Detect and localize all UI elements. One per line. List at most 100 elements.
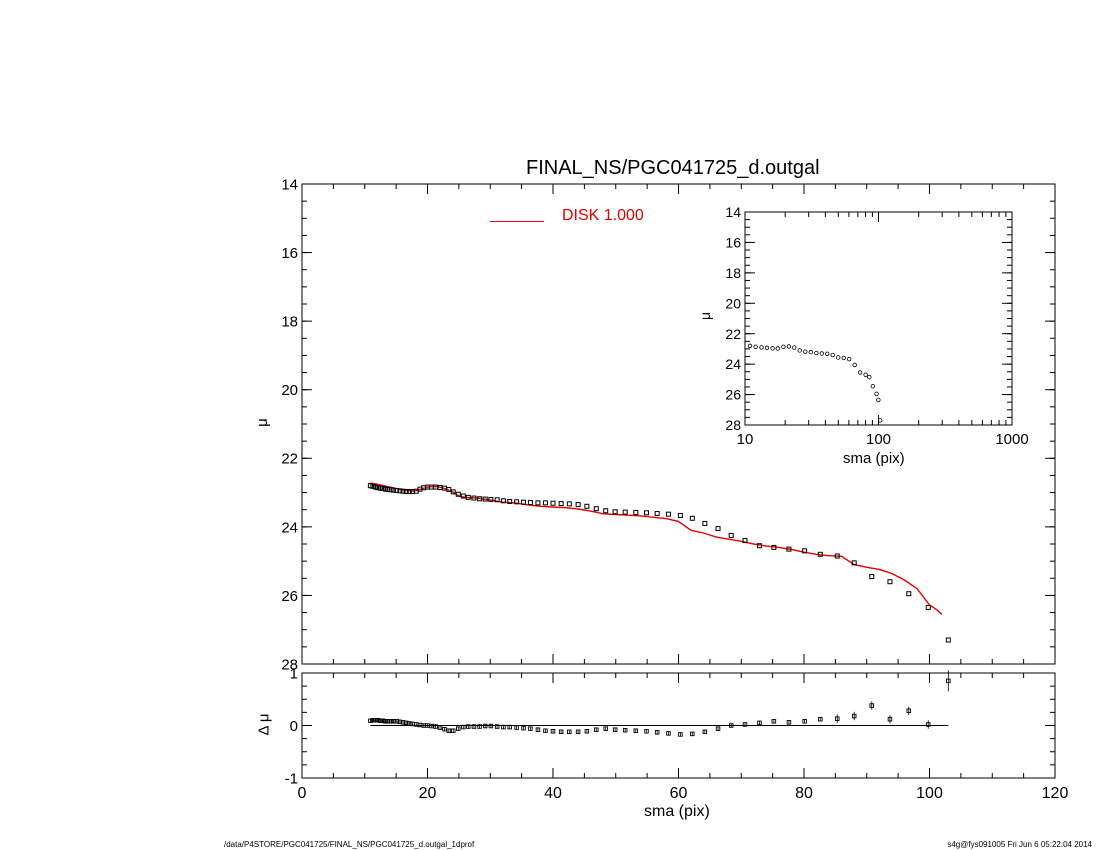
data-point	[406, 489, 412, 495]
residual-point	[771, 719, 777, 724]
data-point	[450, 489, 456, 495]
data-point	[742, 538, 748, 544]
main-y-tick-label: 18	[281, 314, 298, 331]
residual-point	[715, 726, 721, 731]
inset-y-tick-label: 16	[725, 234, 741, 250]
residual-point	[471, 724, 477, 729]
data-point	[817, 551, 823, 557]
residual-point	[594, 727, 599, 732]
residual-point	[906, 708, 912, 714]
residual-x-tick-label: 60	[670, 785, 688, 802]
data-point	[500, 498, 506, 504]
residual-point	[567, 729, 572, 735]
residual-point	[494, 724, 500, 729]
residual-point	[507, 724, 512, 730]
inset-data-point	[803, 349, 808, 354]
inset-data-point	[870, 384, 876, 389]
data-point	[612, 509, 618, 515]
residual-point	[373, 718, 378, 723]
residual-x-tick-label: 120	[1042, 785, 1069, 802]
residual-point	[757, 720, 762, 726]
inset-data-point	[764, 345, 770, 351]
residual-point	[482, 723, 488, 729]
data-point	[488, 496, 494, 502]
data-point	[603, 508, 609, 514]
main-y-tick-label: 24	[281, 519, 298, 536]
residual-point	[528, 726, 533, 731]
inset-y-tick-label: 24	[725, 356, 741, 372]
inset-data-point	[808, 349, 813, 355]
inset-y-tick-label: 22	[725, 326, 741, 342]
residual-y-tick-label: -1	[285, 770, 298, 787]
residual-point	[818, 716, 823, 722]
inset-data-point	[753, 344, 758, 349]
inset-data-point	[878, 418, 883, 423]
residual-point	[612, 727, 618, 732]
data-point	[715, 526, 721, 532]
residual-point	[433, 724, 438, 729]
data-point	[535, 500, 541, 506]
inset-x-tick-label: 10	[737, 431, 754, 448]
residual-point	[835, 716, 840, 721]
data-point	[521, 499, 527, 505]
residual-x-tick-label: 80	[795, 785, 813, 802]
residual-point	[488, 723, 494, 729]
inset-data-point	[775, 346, 780, 351]
residual-point	[575, 729, 581, 735]
data-point	[477, 496, 483, 502]
residual-point	[442, 726, 447, 732]
legend-label: DISK 1.000	[562, 207, 644, 224]
data-point	[382, 486, 388, 492]
inset-data-point	[841, 355, 846, 361]
main-y-tick-label: 28	[281, 656, 298, 673]
data-point	[385, 486, 391, 492]
data-point	[771, 544, 777, 550]
data-point	[514, 499, 520, 505]
residual-point	[388, 719, 394, 724]
inset-data-point	[830, 352, 835, 358]
inset-data-point	[846, 356, 852, 362]
data-point	[388, 487, 394, 493]
residual-x-tick-label: 40	[544, 785, 562, 802]
residual-point	[521, 725, 526, 731]
residual-point	[437, 725, 443, 730]
data-point	[375, 485, 381, 491]
data-point	[702, 520, 708, 526]
data-point	[400, 488, 406, 494]
inset-data-point	[786, 344, 792, 349]
data-point	[728, 532, 734, 538]
residual-point	[603, 726, 608, 731]
residual-point	[925, 722, 931, 727]
data-point	[756, 543, 762, 549]
inset-data-point	[770, 346, 775, 351]
data-point	[455, 491, 461, 497]
inset-data-point	[759, 345, 764, 350]
residual-point	[666, 731, 671, 736]
main-y-tick-label: 16	[281, 245, 298, 262]
residual-point	[403, 720, 409, 726]
inset-data-point	[814, 350, 819, 356]
residual-y-tick-label: 0	[290, 718, 298, 735]
data-point	[622, 509, 628, 515]
residual-point	[446, 728, 452, 734]
residual-point	[391, 719, 396, 724]
inset-data-point	[863, 372, 868, 377]
inset-data-point	[835, 355, 841, 360]
residual-point	[543, 728, 548, 734]
residual-point	[385, 719, 391, 724]
residual-point	[869, 703, 875, 708]
inset-data-point	[876, 397, 881, 403]
inset-data-point	[825, 351, 830, 356]
data-point	[593, 506, 599, 512]
residual-point	[702, 729, 708, 735]
data-point	[394, 488, 400, 494]
data-point	[786, 546, 792, 552]
residual-point	[633, 728, 639, 734]
residual-point	[558, 729, 564, 735]
residual-point	[584, 729, 590, 734]
inset-y-tick-label: 20	[725, 295, 741, 311]
inset-y-tick-label: 18	[725, 265, 741, 281]
main-y-axis-label: μ	[253, 418, 271, 427]
residual-point	[466, 724, 471, 729]
